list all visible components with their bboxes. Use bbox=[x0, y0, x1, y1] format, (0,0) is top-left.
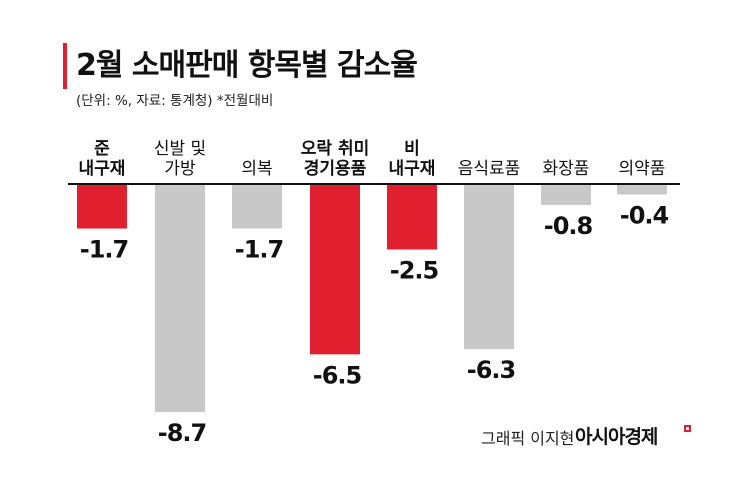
category-label-3-line-0: 오락 취미 bbox=[301, 138, 369, 159]
value-label-3: -6.5 bbox=[313, 361, 362, 389]
category-label-3-line-1: 경기용품 bbox=[304, 159, 367, 179]
brand-mark-icon bbox=[684, 425, 691, 432]
value-label-5: -6.3 bbox=[467, 356, 515, 384]
value-label-4: -2.5 bbox=[390, 257, 439, 285]
category-label-2-line-0: 의복 bbox=[241, 159, 272, 179]
category-label-4-line-0: 비 bbox=[404, 139, 420, 159]
category-label-0-line-1: 내구재 bbox=[79, 159, 126, 179]
category-label-5-line-0: 음식료품 bbox=[458, 159, 521, 179]
value-label-2: -1.7 bbox=[235, 236, 283, 264]
value-label-7: -0.4 bbox=[620, 201, 669, 229]
category-label-0-line-0: 준 bbox=[94, 139, 110, 159]
value-label-1: -8.7 bbox=[158, 419, 206, 447]
category-label-7-line-0: 의약품 bbox=[619, 159, 666, 179]
bar-1 bbox=[155, 184, 205, 412]
bar-2 bbox=[232, 184, 282, 229]
category-label-1-line-0: 신발 및 bbox=[154, 139, 206, 159]
bar-3 bbox=[310, 184, 360, 355]
category-label-4-line-1: 내구재 bbox=[389, 159, 436, 179]
value-label-0: -1.7 bbox=[80, 236, 128, 264]
chart-title: 2월 소매판매 항목별 감소율 bbox=[76, 48, 418, 83]
bar-5 bbox=[464, 184, 514, 350]
brand-logo-text: 아시아경제 bbox=[575, 426, 658, 448]
value-label-6: -0.8 bbox=[544, 212, 593, 240]
bar-6 bbox=[541, 184, 591, 205]
bar-7 bbox=[617, 184, 667, 195]
graphic-credit: 그래픽 이지현 bbox=[481, 429, 575, 448]
title-accent-bar bbox=[63, 43, 67, 89]
category-label-1-line-1: 가방 bbox=[164, 159, 196, 179]
chart-subtitle: (단위: %, 자료: 통계청) *전월대비 bbox=[76, 93, 274, 109]
category-label-6-line-0: 화장품 bbox=[543, 159, 590, 179]
bar-4 bbox=[387, 184, 437, 250]
bar-0 bbox=[77, 184, 127, 229]
